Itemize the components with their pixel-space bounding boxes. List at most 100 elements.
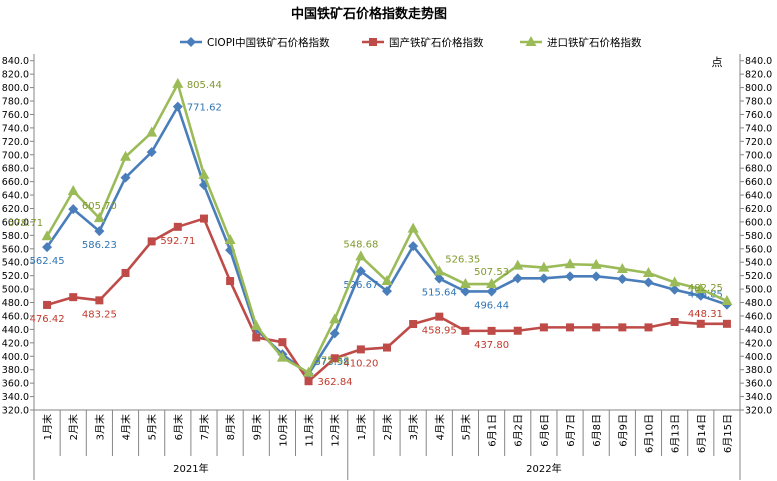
y-tick-label-right: 440.0 <box>745 325 772 336</box>
y-tick-label-right: 660.0 <box>745 177 772 188</box>
triangle-marker <box>695 283 707 294</box>
data-label: 578.71 <box>8 218 43 229</box>
y-tick-label-right: 580.0 <box>745 231 772 242</box>
square-marker <box>43 300 52 309</box>
triangle-marker <box>276 351 288 362</box>
triangle-marker <box>93 212 105 223</box>
x-tick-label: 3月末 <box>93 414 106 440</box>
triangle-marker <box>669 276 681 287</box>
data-label: 448.31 <box>688 309 723 320</box>
y-tick-label-right: 480.0 <box>745 298 772 309</box>
series-1: 562.45 586.23 771.62 373.58 526.67 515.64 496.… <box>30 101 732 380</box>
x-tick-label: 4月末 <box>433 414 446 440</box>
data-label: 437.80 <box>474 340 509 351</box>
triangle-marker <box>616 262 628 273</box>
square-marker <box>356 345 365 354</box>
y-tick-label-left: 780.0 <box>2 97 29 108</box>
triangle-marker <box>224 234 236 245</box>
x-tick-label: 6月13日 <box>670 414 682 453</box>
diamond-marker <box>186 37 196 47</box>
diamond-marker <box>42 242 53 253</box>
y-tick-label-left: 600.0 <box>2 217 29 228</box>
chart-title: 中国铁矿石价格指数走势图 <box>291 6 447 22</box>
data-label: 375.63 <box>315 356 350 367</box>
data-label: 410.20 <box>343 358 378 369</box>
y-tick-label-right: 420.0 <box>745 338 772 349</box>
series-2: 476.42 483.25 592.71 362.84 410.20 458.95 437.… <box>30 214 731 388</box>
x-tick-label: 6月6日 <box>539 414 551 447</box>
data-label: 592.71 <box>160 236 195 247</box>
y-tick-label-right: 460.0 <box>745 311 772 322</box>
x-tick-label: 9月末 <box>250 414 263 440</box>
x-tick-label: 11月末 <box>303 414 316 447</box>
square-marker <box>147 237 156 246</box>
x-tick-label: 1月末 <box>41 414 54 440</box>
y-tick-label-left: 400.0 <box>2 352 29 363</box>
right-axis-unit: 点 <box>712 56 723 69</box>
y-tick-label-left: 360.0 <box>2 379 29 390</box>
y-tick-label-left: 440.0 <box>2 325 29 336</box>
y-tick-label-left: 800.0 <box>2 83 29 94</box>
series-3: 578.71 605.70 805.44 375.63 548.68 526.35 507.… <box>8 77 733 377</box>
square-marker <box>252 333 261 342</box>
legend-label: 进口铁矿石价格指数 <box>547 36 642 49</box>
triangle-marker <box>525 36 537 46</box>
x-tick-label: 4月末 <box>120 414 133 440</box>
square-marker <box>304 377 313 386</box>
data-label: 373.58 <box>315 357 350 368</box>
y-tick-label-left: 820.0 <box>2 70 29 81</box>
triangle-marker <box>355 250 367 261</box>
y-tick-label-right: 360.0 <box>745 379 772 390</box>
square-marker <box>461 326 470 335</box>
diamond-marker <box>486 286 497 297</box>
square-marker <box>487 326 496 335</box>
x-tick-label: 5月末 <box>146 414 159 440</box>
plot-area: 562.45 586.23 771.62 373.58 526.67 515.64 496.… <box>8 77 733 388</box>
legend-label: CIOPI中国铁矿石价格指数 <box>207 36 330 49</box>
x-tick-label: 1月末 <box>355 414 368 440</box>
square-marker <box>369 38 377 46</box>
y-tick-label-right: 520.0 <box>745 271 772 282</box>
y-tick-label-right: 640.0 <box>745 191 772 202</box>
square-marker <box>644 323 653 332</box>
square-marker <box>226 277 235 286</box>
x-tick-label: 6月8日 <box>591 414 603 447</box>
y-tick-label-left: 380.0 <box>2 365 29 376</box>
y-tick-label-right: 340.0 <box>745 392 772 403</box>
legend-item-1: CIOPI中国铁矿石价格指数 <box>180 36 330 49</box>
square-marker <box>722 319 731 328</box>
triangle-marker <box>486 278 498 289</box>
y-tick-label-left: 620.0 <box>2 204 29 215</box>
diamond-marker <box>512 273 523 284</box>
y-tick-label-right: 540.0 <box>745 258 772 269</box>
y-tick-label-right: 500.0 <box>745 285 772 296</box>
triangle-marker <box>250 320 262 331</box>
y-tick-label-right: 560.0 <box>745 244 772 255</box>
diamond-marker <box>669 284 680 295</box>
triangle-marker <box>381 275 393 286</box>
y-tick-label-right: 800.0 <box>745 83 772 94</box>
data-label: 476.42 <box>30 314 65 325</box>
x-tick-label: 6月9日 <box>617 414 629 447</box>
y-tick-label-left: 720.0 <box>2 137 29 148</box>
data-label: 526.67 <box>343 280 378 291</box>
x-tick-label: 6月10日 <box>643 414 655 453</box>
square-marker <box>95 296 104 305</box>
year-group-label: 2022年 <box>526 462 561 475</box>
axes: 320.0 320.0 340.0 340.0 360.0 360.0 380.0 380.0… <box>2 54 772 480</box>
y-tick-label-left: 320.0 <box>2 406 29 417</box>
x-tick-label: 2月末 <box>67 414 80 440</box>
data-label: 458.95 <box>422 326 457 337</box>
y-tick-label-right: 600.0 <box>745 217 772 228</box>
legend-item-3: 进口铁矿石价格指数 <box>520 36 642 49</box>
data-label: 515.64 <box>422 288 457 299</box>
x-tick-label: 12月末 <box>329 414 342 447</box>
y-tick-label-left: 840.0 <box>2 56 29 67</box>
y-tick-label-right: 400.0 <box>745 352 772 363</box>
triangle-marker <box>721 295 733 306</box>
data-label: 548.68 <box>343 239 378 250</box>
diamond-marker <box>617 274 628 285</box>
diamond-marker <box>68 204 79 215</box>
x-tick-label: 6月1日 <box>487 414 499 447</box>
